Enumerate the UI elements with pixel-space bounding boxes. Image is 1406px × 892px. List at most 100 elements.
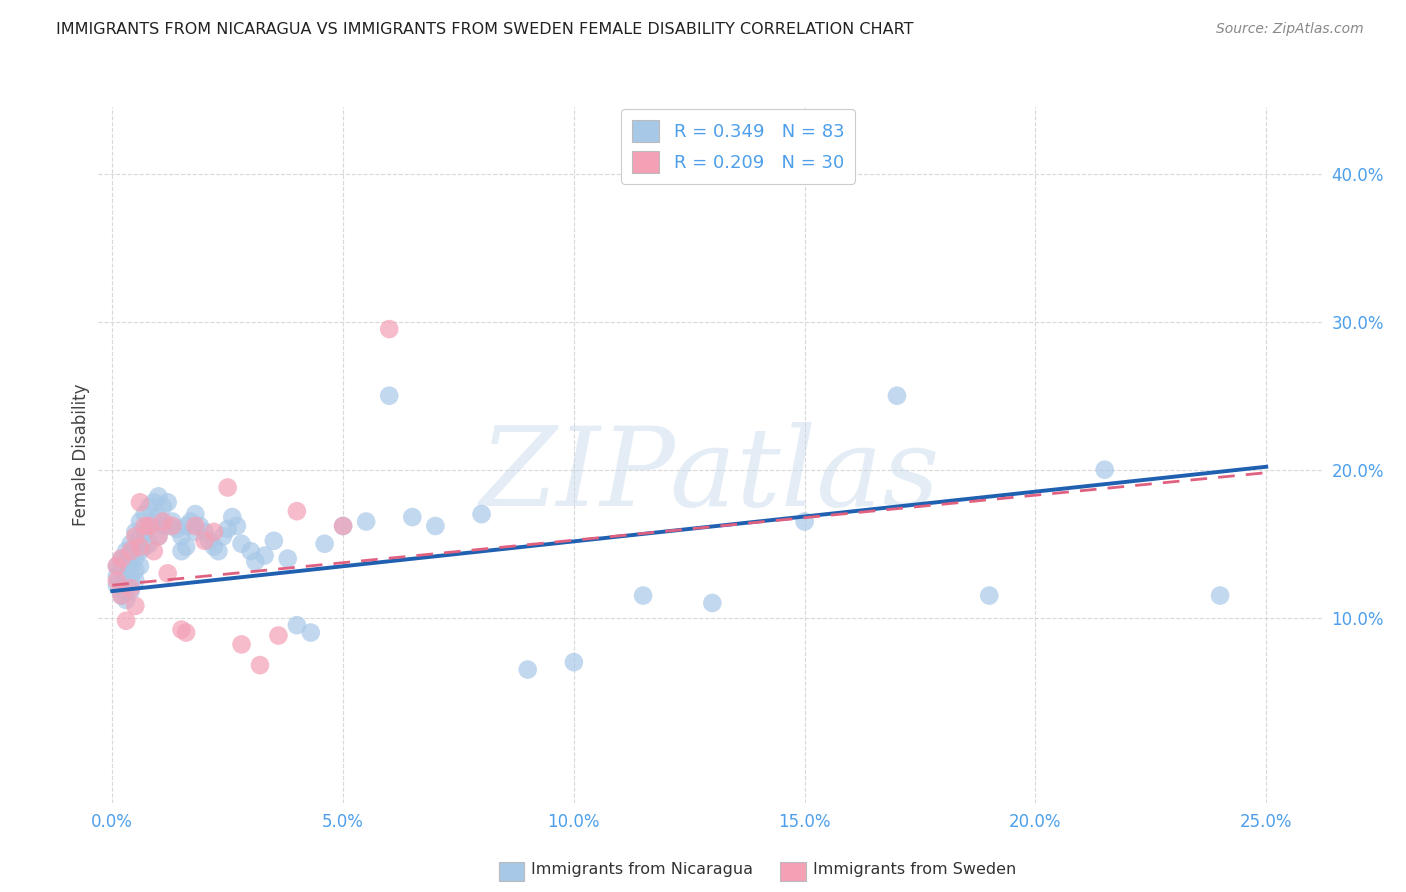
- Point: [156, 495, 179, 509]
- Point: [277, 551, 299, 566]
- Point: [110, 589, 132, 603]
- Point: [174, 519, 197, 533]
- Point: [124, 574, 146, 588]
- Point: [105, 558, 128, 573]
- Point: [170, 529, 193, 543]
- Point: [249, 658, 271, 673]
- Point: [194, 533, 217, 548]
- Point: [378, 322, 401, 336]
- Text: Immigrants from Nicaragua: Immigrants from Nicaragua: [531, 863, 754, 877]
- Text: Source: ZipAtlas.com: Source: ZipAtlas.com: [1216, 22, 1364, 37]
- Point: [470, 507, 492, 521]
- Point: [401, 510, 423, 524]
- Text: IMMIGRANTS FROM NICARAGUA VS IMMIGRANTS FROM SWEDEN FEMALE DISABILITY CORRELATIO: IMMIGRANTS FROM NICARAGUA VS IMMIGRANTS …: [56, 22, 914, 37]
- Point: [332, 519, 354, 533]
- Point: [253, 549, 276, 563]
- Point: [194, 524, 217, 539]
- Point: [231, 537, 253, 551]
- Point: [174, 540, 197, 554]
- Point: [202, 540, 225, 554]
- Point: [184, 519, 207, 533]
- Point: [166, 522, 188, 536]
- Point: [354, 515, 377, 529]
- Point: [180, 515, 202, 529]
- Point: [170, 623, 193, 637]
- Point: [217, 481, 239, 495]
- Point: [110, 589, 132, 603]
- Point: [156, 519, 179, 533]
- Point: [129, 540, 152, 554]
- Point: [202, 524, 225, 539]
- Point: [702, 596, 724, 610]
- Point: [221, 510, 243, 524]
- Point: [793, 515, 815, 529]
- Point: [239, 544, 262, 558]
- Point: [148, 489, 170, 503]
- Point: [120, 584, 142, 599]
- Point: [115, 544, 138, 558]
- Point: [142, 495, 165, 509]
- Point: [129, 529, 152, 543]
- Point: [134, 519, 156, 533]
- Point: [124, 529, 146, 543]
- Point: [115, 593, 138, 607]
- Point: [120, 549, 142, 563]
- Text: Immigrants from Sweden: Immigrants from Sweden: [813, 863, 1017, 877]
- Point: [225, 519, 247, 533]
- Point: [188, 519, 211, 533]
- Point: [245, 554, 267, 568]
- Point: [562, 655, 585, 669]
- Point: [134, 507, 156, 521]
- Point: [631, 589, 654, 603]
- Point: [129, 495, 152, 509]
- Point: [115, 614, 138, 628]
- Point: [184, 507, 207, 521]
- Point: [110, 551, 132, 566]
- Point: [124, 540, 146, 554]
- Point: [129, 515, 152, 529]
- Point: [1209, 589, 1232, 603]
- Point: [184, 524, 207, 539]
- Point: [134, 540, 156, 554]
- Point: [516, 663, 538, 677]
- Point: [120, 537, 142, 551]
- Point: [110, 563, 132, 577]
- Point: [207, 544, 229, 558]
- Point: [886, 389, 908, 403]
- Point: [110, 551, 132, 566]
- Point: [120, 581, 142, 595]
- Point: [138, 519, 160, 533]
- Point: [425, 519, 447, 533]
- Point: [162, 519, 184, 533]
- Point: [1094, 463, 1116, 477]
- Point: [105, 574, 128, 588]
- Point: [105, 569, 128, 583]
- Point: [115, 554, 138, 568]
- Point: [138, 519, 160, 533]
- Y-axis label: Female Disability: Female Disability: [72, 384, 90, 526]
- Point: [285, 504, 308, 518]
- Point: [212, 529, 235, 543]
- Point: [231, 637, 253, 651]
- Point: [142, 544, 165, 558]
- Point: [120, 558, 142, 573]
- Point: [129, 558, 152, 573]
- Point: [105, 578, 128, 592]
- Point: [152, 519, 174, 533]
- Point: [217, 522, 239, 536]
- Point: [285, 618, 308, 632]
- Point: [979, 589, 1001, 603]
- Point: [267, 628, 290, 642]
- Point: [138, 500, 160, 514]
- Point: [138, 537, 160, 551]
- Point: [156, 566, 179, 581]
- Point: [120, 544, 142, 558]
- Point: [142, 515, 165, 529]
- Point: [170, 544, 193, 558]
- Point: [162, 515, 184, 529]
- Point: [105, 558, 128, 573]
- Text: ZIPatlas: ZIPatlas: [479, 422, 941, 530]
- Point: [263, 533, 285, 548]
- Point: [124, 563, 146, 577]
- Point: [129, 544, 152, 558]
